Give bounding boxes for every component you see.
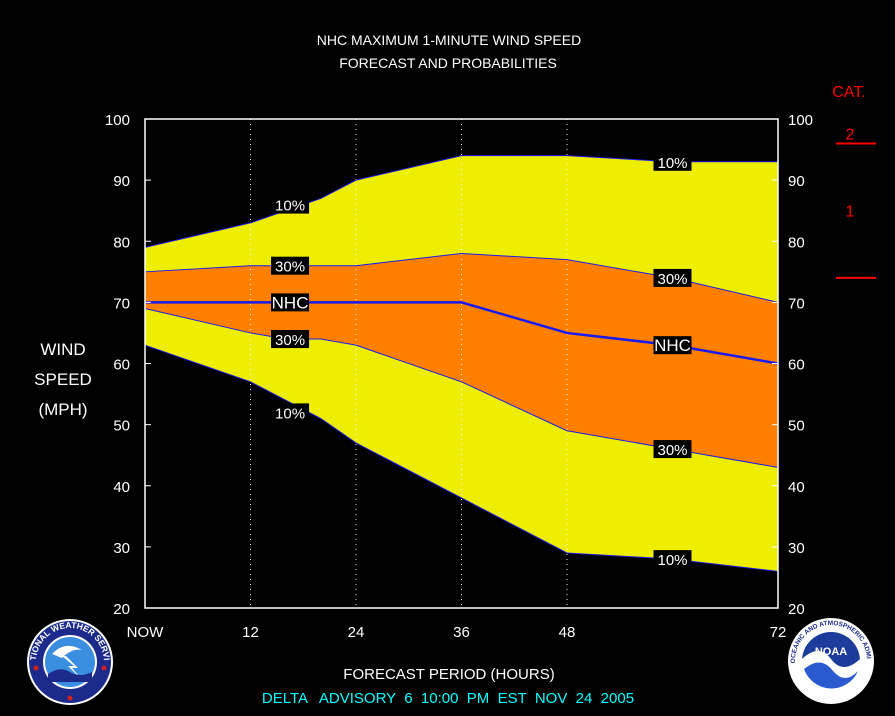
nhc-forecast-line xyxy=(145,301,779,365)
y-tick-label-right: 80 xyxy=(788,234,805,251)
y-tick-label-right: 30 xyxy=(788,540,805,557)
probability-bands xyxy=(145,155,778,572)
y-tick-label-right: 90 xyxy=(788,173,805,190)
x-tick-label: 72 xyxy=(770,624,787,641)
band-label-box xyxy=(271,403,310,422)
band-label: 30% xyxy=(657,271,687,288)
band-label: 10% xyxy=(275,198,305,215)
band-edge-line xyxy=(144,252,779,303)
x-tick-label: NOW xyxy=(127,624,165,641)
band-label: 10% xyxy=(657,552,687,569)
band-label: 10% xyxy=(657,155,687,172)
y-tick-label-right: 100 xyxy=(788,112,813,129)
band-edge-line xyxy=(144,155,778,248)
band-label-box xyxy=(653,440,692,459)
x-tick-label: 12 xyxy=(242,624,259,641)
band-label: NHC xyxy=(654,336,691,355)
y-tick-label-left: 20 xyxy=(113,601,130,618)
noaa-logo: NOAA NATIONAL OCEANIC AND ATMOSPHERIC AD… xyxy=(788,618,874,704)
chart-subtitle: FORECAST AND PROBABILITIES xyxy=(339,55,557,71)
band-label-box xyxy=(271,293,310,312)
band-label: NHC xyxy=(272,293,309,312)
y-tick-label-right: 40 xyxy=(788,479,805,496)
y-tick-label-left: 30 xyxy=(113,540,130,557)
axes: 20 20 30 30 40 40 50 50 60 60 70 70 80 80 90 90 100 100 NO… xyxy=(105,112,813,641)
y-tick-label-right: 60 xyxy=(788,357,805,374)
y-axis-label-line1: WIND xyxy=(40,340,85,359)
nws-logo: NATIONAL WEATHER SERVICE xyxy=(27,619,113,705)
band-labels: 10% 30% NHC 30% 10% 10% 30% NHC 30% 10% xyxy=(271,152,692,569)
band-lines xyxy=(144,155,779,572)
x-tick-label: 24 xyxy=(348,624,365,641)
band-label-box xyxy=(271,330,310,349)
band-label-box xyxy=(653,152,692,171)
y-tick-label-left: 60 xyxy=(113,357,130,374)
y-tick-label-right: 20 xyxy=(788,601,805,618)
svg-text:NOAA: NOAA xyxy=(815,646,847,658)
band-label-box xyxy=(653,550,692,569)
band-label-box xyxy=(271,256,310,275)
y-tick-label-left: 100 xyxy=(105,112,130,129)
x-tick-label: 48 xyxy=(559,624,576,641)
y-axis-label-line3: (MPH) xyxy=(38,400,87,419)
band-label: 10% xyxy=(275,405,305,422)
category-label: 1 xyxy=(846,204,855,221)
chart-title: NHC MAXIMUM 1-MINUTE WIND SPEED xyxy=(317,32,581,48)
y-tick-label-left: 70 xyxy=(113,295,130,312)
y-axis-label-line2: SPEED xyxy=(34,370,92,389)
y-tick-label-left: 80 xyxy=(113,234,130,251)
band-edge-line xyxy=(144,344,779,572)
band-edge-line xyxy=(144,308,779,468)
advisory-footer: DELTA ADVISORY 6 10:00 PM EST NOV 24 200… xyxy=(262,690,634,707)
y-tick-label-left: 90 xyxy=(113,173,130,190)
band-label: 30% xyxy=(275,259,305,276)
category-title: CAT. xyxy=(832,84,865,101)
category-label: 2 xyxy=(846,126,855,143)
category-scale: CAT. 2 1 xyxy=(832,84,876,279)
y-tick-label-right: 70 xyxy=(788,295,805,312)
y-tick-label-left: 40 xyxy=(113,479,130,496)
x-axis-label: FORECAST PERIOD (HOURS) xyxy=(343,666,554,683)
band-label-box xyxy=(653,336,692,355)
band-label: 30% xyxy=(657,442,687,459)
band-label-box xyxy=(271,195,310,214)
band-label-box xyxy=(653,268,692,287)
y-tick-label-left: 50 xyxy=(113,418,130,435)
x-tick-label: 36 xyxy=(453,624,470,641)
band-label: 30% xyxy=(275,332,305,349)
y-tick-label-right: 50 xyxy=(788,418,805,435)
